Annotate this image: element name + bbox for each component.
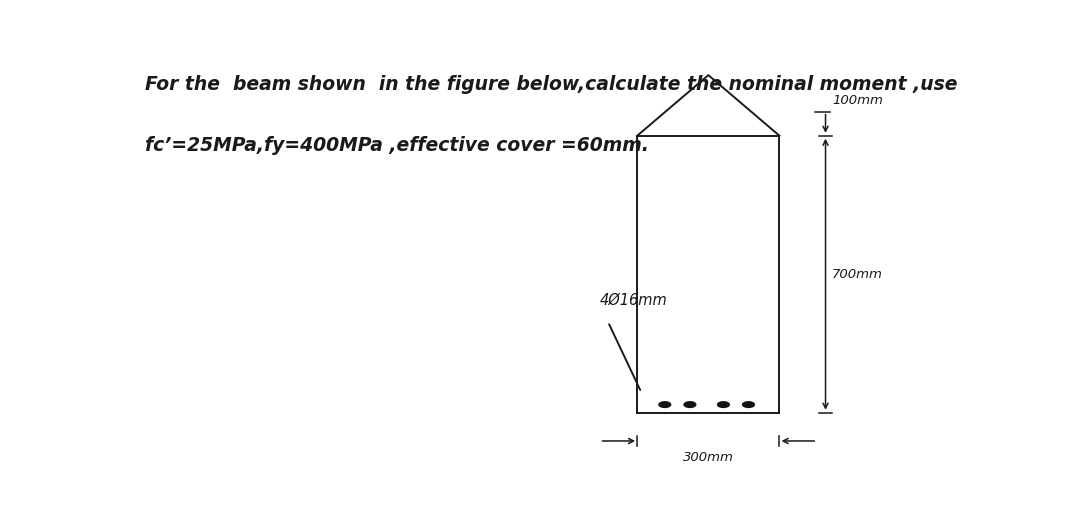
Text: 4Ø16mm: 4Ø16mm <box>599 292 667 308</box>
Circle shape <box>743 402 755 407</box>
Text: For the  beam shown  in the figure below,calculate the nominal moment ,use: For the beam shown in the figure below,c… <box>145 75 958 94</box>
Circle shape <box>717 402 729 407</box>
Circle shape <box>659 402 671 407</box>
Circle shape <box>684 402 696 407</box>
Text: fc’=25MPa,fy=400MPa ,effective cover =60mm.: fc’=25MPa,fy=400MPa ,effective cover =60… <box>145 136 649 155</box>
Text: 300mm: 300mm <box>683 451 733 464</box>
Text: 700mm: 700mm <box>833 268 883 281</box>
Text: 100mm: 100mm <box>833 94 883 108</box>
